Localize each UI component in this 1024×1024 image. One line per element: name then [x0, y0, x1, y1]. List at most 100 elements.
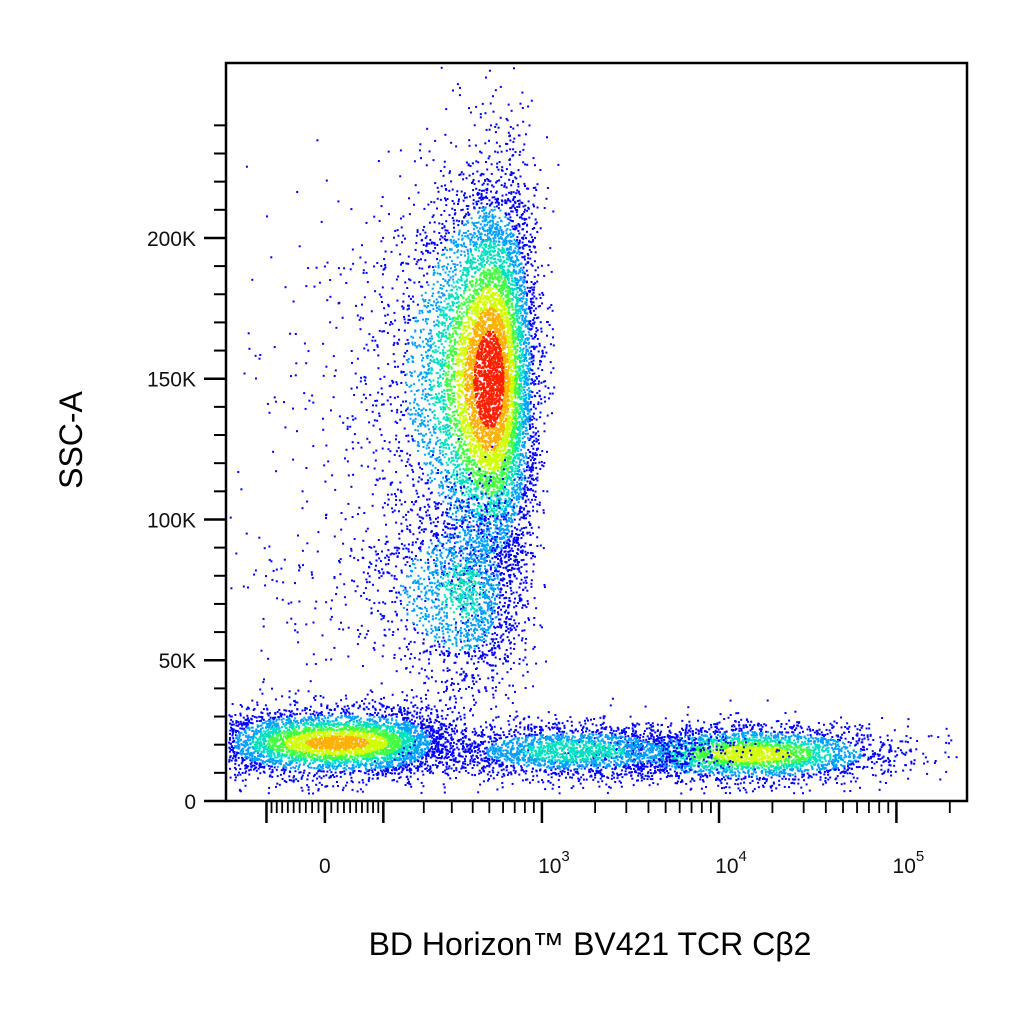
data-point: [429, 419, 432, 422]
data-point: [478, 346, 481, 349]
data-point: [379, 613, 382, 616]
data-point: [469, 425, 472, 428]
data-point: [458, 231, 461, 234]
data-point: [477, 221, 480, 224]
data-point: [494, 245, 497, 248]
data-point: [453, 330, 456, 333]
data-point: [498, 281, 501, 284]
data-point: [501, 325, 503, 328]
data-point: [469, 552, 472, 555]
data-point: [478, 249, 480, 252]
data-point: [462, 427, 465, 430]
data-point: [245, 165, 248, 168]
data-point: [503, 462, 506, 465]
data-point: [456, 318, 459, 321]
data-point: [457, 200, 460, 203]
data-point: [492, 500, 495, 503]
data-point: [500, 547, 503, 550]
data-point: [417, 375, 419, 378]
data-point: [473, 292, 476, 295]
data-point: [470, 249, 472, 252]
data-point: [416, 444, 419, 447]
data-point: [399, 253, 402, 256]
data-point: [521, 477, 524, 480]
data-point: [493, 544, 496, 546]
data-point: [345, 282, 348, 284]
data-point: [456, 83, 459, 86]
data-point: [467, 230, 470, 232]
data-point: [473, 463, 476, 466]
data-point: [464, 436, 467, 439]
data-point: [487, 399, 490, 402]
data-point: [402, 371, 405, 373]
data-point: [518, 405, 521, 407]
data-point: [497, 251, 499, 254]
data-point: [492, 237, 495, 240]
data-point: [427, 354, 430, 357]
data-point: [531, 463, 534, 466]
data-point: [463, 292, 466, 295]
data-point: [503, 344, 506, 347]
data-point: [448, 508, 451, 511]
data-point: [514, 363, 517, 366]
data-point: [516, 331, 519, 334]
data-point: [419, 607, 422, 610]
data-point: [507, 309, 510, 312]
data-point: [346, 428, 349, 430]
data-point: [469, 452, 472, 455]
data-point: [546, 450, 548, 453]
data-point: [448, 189, 451, 192]
data-point: [450, 180, 453, 183]
data-point: [535, 221, 538, 224]
data-point: [407, 406, 410, 409]
data-point: [493, 371, 496, 374]
data-point: [472, 241, 475, 244]
data-point: [466, 477, 469, 480]
data-point: [517, 564, 520, 567]
data-point: [441, 236, 444, 239]
data-point: [532, 489, 534, 492]
data-point: [488, 210, 491, 213]
data-point: [347, 502, 350, 505]
data-point: [489, 434, 492, 436]
data-point: [534, 222, 537, 225]
data-point: [450, 141, 453, 144]
data-point: [436, 350, 439, 353]
data-point: [514, 151, 517, 153]
data-point: [507, 550, 510, 553]
data-point: [482, 475, 485, 478]
data-point: [481, 261, 484, 264]
data-point: [441, 545, 444, 547]
data-point: [494, 223, 497, 226]
data-point: [535, 432, 538, 435]
data-point: [465, 437, 468, 440]
data-point: [446, 381, 449, 384]
data-point: [525, 133, 527, 136]
data-point: [430, 455, 433, 458]
data-point: [495, 270, 497, 273]
data-point: [512, 425, 515, 428]
data-point: [446, 249, 449, 252]
data-point: [539, 416, 542, 419]
data-point: [435, 372, 438, 375]
data-point: [539, 297, 542, 299]
data-point: [530, 585, 533, 588]
data-point: [483, 273, 486, 276]
data-point: [515, 288, 518, 291]
data-point: [479, 415, 482, 418]
data-point: [446, 423, 448, 426]
data-point: [459, 559, 462, 562]
data-point: [393, 311, 396, 314]
data-point: [497, 126, 500, 129]
data-point: [420, 422, 423, 425]
data-point: [505, 242, 508, 245]
data-point: [532, 245, 535, 248]
data-point: [431, 287, 434, 290]
data-point: [493, 247, 496, 250]
data-point: [433, 351, 436, 354]
data-point: [329, 279, 332, 281]
data-point: [379, 560, 382, 563]
data-point: [530, 408, 533, 411]
data-point: [411, 295, 414, 298]
data-point: [505, 532, 508, 535]
